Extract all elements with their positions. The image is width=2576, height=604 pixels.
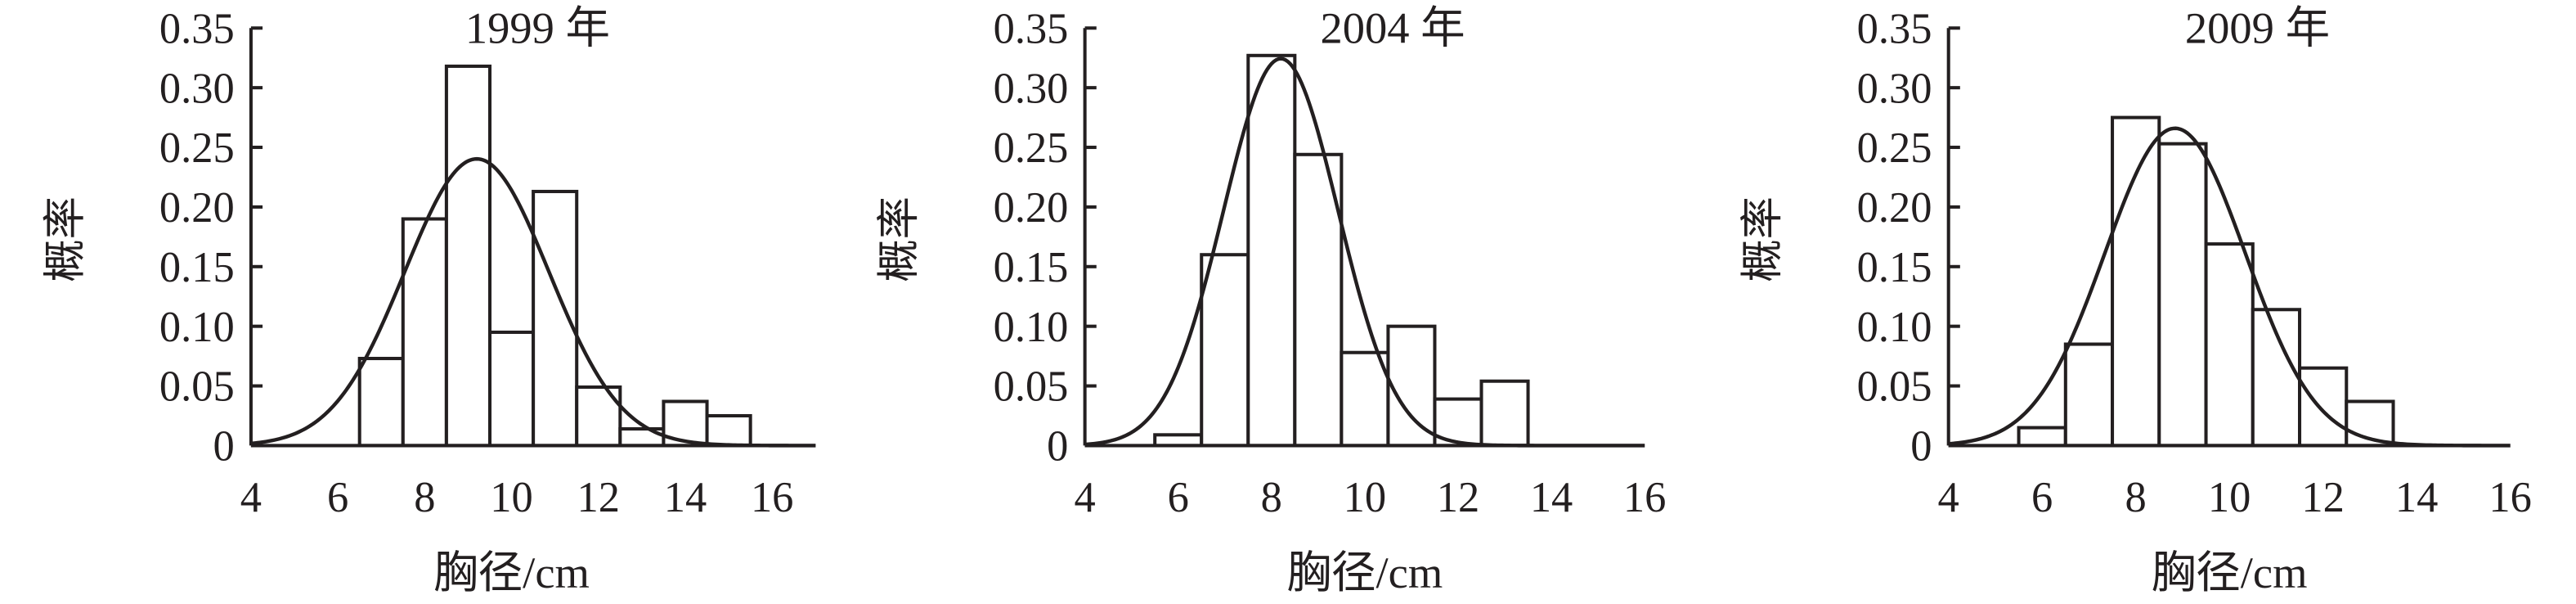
y-tick-label: 0.10 (1857, 304, 1932, 351)
x-tick-label: 12 (577, 474, 620, 521)
chart-title: 1999 年 (465, 2, 610, 52)
histogram-bar (2111, 115, 2161, 448)
x-tick-label: 12 (1437, 474, 1479, 521)
y-tick-label: 0.30 (159, 65, 235, 112)
y-tick-label: 0.30 (1857, 65, 1932, 112)
y-tick-label: 0.25 (159, 124, 235, 172)
y-tick-label: 0.35 (1857, 5, 1932, 52)
x-tick-label: 10 (2208, 474, 2251, 521)
y-axis-label: 概率 (1739, 196, 1787, 282)
x-tick-label: 16 (751, 474, 793, 521)
y-tick-label: 0.05 (1857, 363, 1932, 411)
histogram-bar (2298, 366, 2349, 448)
x-tick-label: 14 (2395, 474, 2438, 521)
y-tick-label: 0.10 (994, 304, 1069, 351)
histogram-bar (357, 357, 405, 448)
y-tick-label: 0 (213, 423, 234, 471)
y-tick-label: 0 (1047, 423, 1068, 471)
y-tick-label: 0.25 (1857, 124, 1932, 172)
histogram-bar (1200, 253, 1250, 448)
y-tick-label: 0.20 (1857, 184, 1932, 232)
x-axis-label: 胸径/cm (2152, 548, 2308, 597)
y-axis-label: 概率 (42, 196, 89, 282)
histogram-bar (1386, 324, 1437, 448)
normal-fit-curve (1948, 126, 2511, 448)
x-tick-label: 4 (1075, 474, 1096, 521)
histogram-bar (401, 217, 448, 448)
normal-fit-curve (1084, 56, 1645, 448)
x-tick-label: 6 (327, 474, 348, 521)
histogram-bar (444, 64, 492, 448)
x-axis-label: 胸径/cm (433, 548, 590, 597)
histogram-bar (1293, 152, 1344, 448)
x-tick-label: 8 (1261, 474, 1282, 521)
chart-panel-1: 0 0.05 0.10 0.15 0.20 0.25 0.30 0.35 4 6 8 10 12 14 16… (42, 2, 816, 597)
normal-fit-curve (250, 156, 816, 448)
histogram-bar (705, 413, 752, 448)
y-tick-label: 0.05 (994, 363, 1069, 411)
y-axis-label: 概率 (876, 196, 923, 282)
x-tick-label: 8 (414, 474, 435, 521)
histogram-bar (2063, 342, 2115, 448)
histogram-bar (1479, 379, 1530, 448)
y-tick-label: 0.35 (159, 5, 235, 52)
chart-panel-2: 0 0.05 0.10 0.15 0.20 0.25 0.30 0.35 4 6 8 10 12 14 16… (876, 2, 1667, 597)
x-tick-label: 10 (1344, 474, 1386, 521)
y-tick-label: 0.10 (159, 304, 235, 351)
x-tick-label: 10 (490, 474, 532, 521)
x-tick-label: 6 (2031, 474, 2053, 521)
histogram-bar (2204, 242, 2255, 448)
y-tick-label: 0.20 (159, 184, 235, 232)
histogram-bar (2017, 426, 2067, 448)
histogram-bar (1340, 350, 1390, 448)
x-tick-label: 14 (1530, 474, 1573, 521)
y-tick-label: 0.15 (994, 244, 1069, 291)
y-tick-label: 0.15 (1857, 244, 1932, 291)
y-tick-label: 0 (1910, 423, 1932, 471)
y-tick-label: 0.15 (159, 244, 235, 291)
histogram-bar (1246, 53, 1297, 448)
x-tick-label: 4 (1938, 474, 1959, 521)
y-tick-label: 0.35 (994, 5, 1069, 52)
chart-panel-3: 0 0.05 0.10 0.15 0.20 0.25 0.30 0.35 4 6 8 10 12 14 16… (1739, 2, 2532, 597)
y-tick-label: 0.20 (994, 184, 1069, 232)
x-tick-label: 14 (664, 474, 707, 521)
histogram-bar (2157, 142, 2208, 448)
y-tick-label: 0.30 (994, 65, 1069, 112)
chart-title: 2004 年 (1321, 2, 1465, 52)
chart-title: 2009 年 (2185, 2, 2330, 52)
x-tick-label: 12 (2301, 474, 2344, 521)
x-tick-label: 6 (1168, 474, 1189, 521)
y-tick-label: 0.05 (159, 363, 235, 411)
x-tick-label: 4 (240, 474, 262, 521)
histogram-bar (487, 330, 536, 448)
x-axis-label: 胸径/cm (1287, 548, 1443, 597)
x-tick-label: 16 (2488, 474, 2531, 521)
y-tick-label: 0.25 (994, 124, 1069, 172)
x-tick-label: 16 (1623, 474, 1666, 521)
x-tick-label: 8 (2125, 474, 2147, 521)
